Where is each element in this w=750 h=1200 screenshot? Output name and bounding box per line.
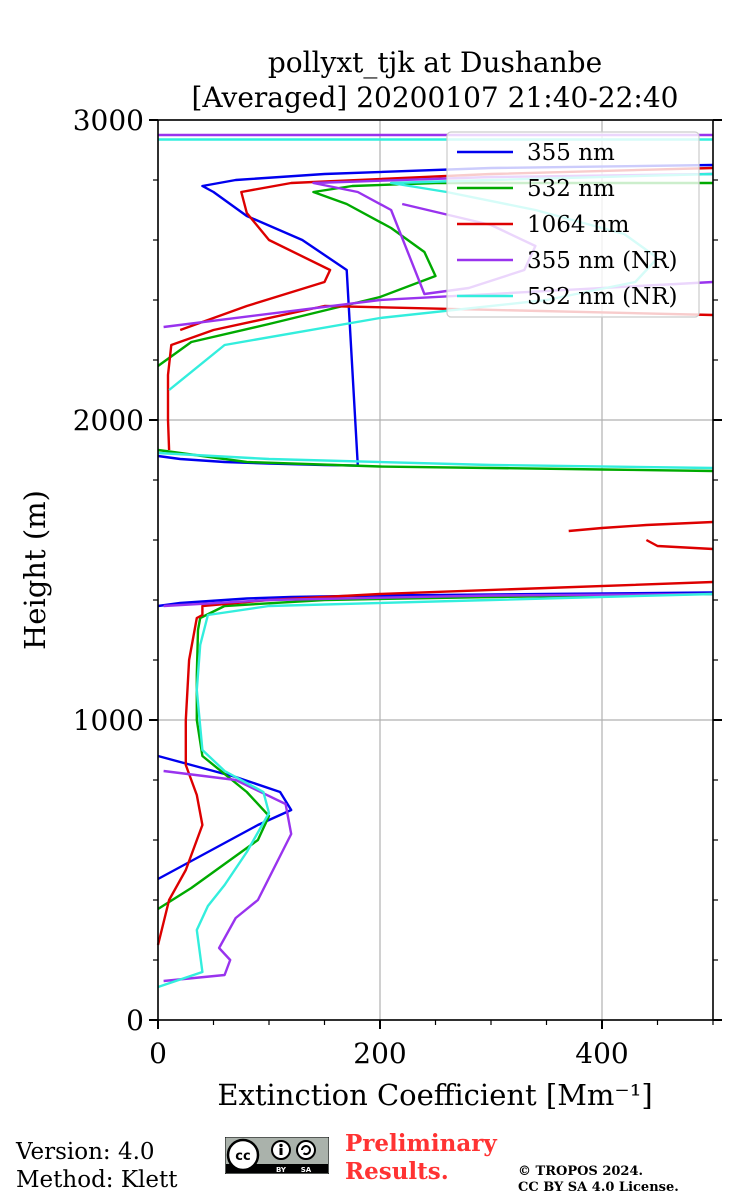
legend-label-4: 532 nm (NR) xyxy=(527,284,678,310)
copyright-line1: © TROPOS 2024. xyxy=(518,1164,644,1179)
axis-ticks: 0 200 400 0 1000 2000 3000 xyxy=(73,104,722,1070)
preliminary-line2: Results. xyxy=(345,1158,449,1185)
series-line-2 xyxy=(156,166,714,946)
cc-by-sa-icon: cc BY SA xyxy=(225,1137,329,1174)
svg-text:BY: BY xyxy=(276,1166,287,1174)
y-tick-label-1: 1000 xyxy=(73,704,144,737)
method-line: Method: Klett xyxy=(16,1167,178,1193)
version-line: Version: 4.0 xyxy=(16,1139,155,1165)
copyright-line2: CC BY SA 4.0 License. xyxy=(518,1180,679,1195)
legend-label-2: 1064 nm xyxy=(527,212,630,238)
x-tick-label-2: 400 xyxy=(575,1037,628,1070)
legend-label-1: 532 nm xyxy=(527,176,615,202)
version-info: Version: 4.0 Method: Klett xyxy=(16,1138,177,1194)
series-line-1 xyxy=(157,181,714,911)
legend-box xyxy=(446,131,700,318)
legend: 355 nm 532 nm 1064 nm 355 nm (NR) 532 nm (NR… xyxy=(446,131,700,318)
preliminary-results: Preliminary Results. xyxy=(345,1130,497,1186)
y-tick-label-3: 3000 xyxy=(73,104,144,137)
chart-title-line2: [Averaged] 20200107 21:40-22:40 xyxy=(192,81,679,114)
legend-label-0: 355 nm xyxy=(527,140,615,166)
y-axis-label: Height (m) xyxy=(18,490,52,650)
y-tick-label-0: 0 xyxy=(126,1004,144,1037)
x-tick-label-0: 0 xyxy=(149,1037,167,1070)
cc-icon xyxy=(226,1138,260,1172)
svg-text:SA: SA xyxy=(301,1166,312,1174)
sa-icon xyxy=(296,1140,316,1160)
copyright-notice: © TROPOS 2024. CC BY SA 4.0 License. xyxy=(518,1164,679,1196)
series-line-4 xyxy=(157,138,714,989)
legend-label-3: 355 nm (NR) xyxy=(527,248,678,274)
plot-area xyxy=(156,133,714,989)
x-axis-label: Extinction Coefficient [Mm⁻¹] xyxy=(217,1078,652,1112)
svg-text:cc: cc xyxy=(235,1149,250,1164)
chart-title-line1: pollyxt_tjk at Dushanbe xyxy=(268,46,602,79)
preliminary-line1: Preliminary xyxy=(345,1130,497,1157)
plot-frame xyxy=(157,119,714,1021)
x-tick-label-1: 200 xyxy=(353,1037,406,1070)
y-tick-label-2: 2000 xyxy=(73,404,144,437)
